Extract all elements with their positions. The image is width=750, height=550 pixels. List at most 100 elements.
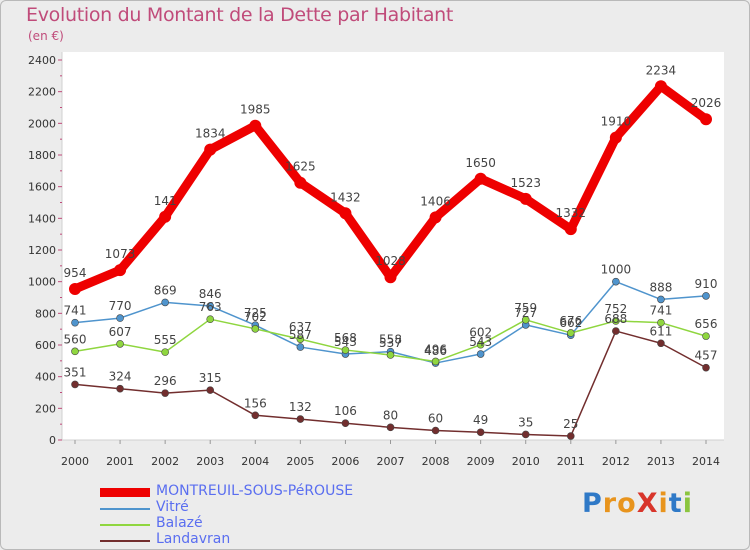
data-point	[206, 386, 215, 394]
data-point	[702, 292, 710, 300]
data-label: 80	[383, 408, 398, 422]
y-tick-label: 1000	[28, 276, 56, 289]
x-tick-label: 2012	[602, 455, 630, 468]
x-tick-label: 2008	[422, 455, 450, 468]
data-label: 702	[244, 310, 267, 324]
data-point	[296, 335, 305, 343]
data-point	[206, 315, 215, 323]
data-point	[161, 348, 169, 356]
y-tick-label: 200	[35, 402, 56, 415]
y-tick-label: 1600	[28, 181, 56, 194]
data-label: 607	[109, 325, 132, 339]
data-label: 324	[109, 370, 132, 384]
data-label: 910	[695, 277, 718, 291]
data-point	[249, 119, 262, 132]
data-point	[609, 131, 622, 144]
data-label: 587	[289, 328, 312, 342]
data-label: 656	[695, 317, 718, 331]
data-label: 486	[424, 344, 447, 358]
data-point	[71, 318, 79, 327]
data-label: 156	[244, 396, 267, 410]
logo-letter: r	[602, 488, 618, 519]
x-tick-label: 2005	[286, 455, 314, 468]
data-label: 869	[154, 283, 177, 297]
data-point	[296, 415, 305, 423]
plot-area	[62, 52, 724, 440]
data-point	[161, 389, 169, 397]
data-point	[476, 350, 485, 358]
x-tick-label: 2000	[61, 455, 89, 468]
data-label: 763	[199, 300, 222, 314]
legend-swatch	[100, 488, 150, 497]
x-tick-label: 2007	[377, 455, 405, 468]
legend-swatch	[100, 508, 150, 510]
data-label: 1332	[556, 206, 587, 220]
data-point	[702, 332, 710, 340]
data-label: 2234	[646, 63, 677, 77]
data-label: 637	[289, 320, 312, 334]
data-label: 1523	[510, 176, 541, 190]
legend-label: Vitré	[156, 499, 189, 515]
y-tick-label: 400	[35, 371, 56, 384]
data-point	[294, 176, 307, 189]
data-label: 752	[604, 302, 627, 316]
data-label: 537	[379, 336, 402, 350]
data-label: 543	[334, 335, 357, 349]
x-tick-label: 2014	[692, 455, 720, 468]
data-label: 25	[563, 417, 578, 431]
data-point	[521, 316, 530, 324]
data-label: 60	[428, 412, 443, 426]
legend-label: MONTREUIL-SOUS-PéROUSE	[156, 483, 354, 499]
data-point	[204, 143, 217, 156]
data-label: 555	[154, 333, 177, 347]
x-tick-label: 2006	[331, 455, 359, 468]
data-label: 1028	[375, 254, 406, 268]
data-point	[612, 317, 620, 325]
data-label: 2026	[691, 96, 722, 110]
y-tick-label: 800	[35, 307, 56, 320]
data-label: 1000	[601, 263, 632, 277]
data-label: 954	[64, 266, 87, 280]
data-point	[206, 302, 215, 310]
data-point	[566, 329, 575, 337]
x-tick-label: 2011	[557, 455, 585, 468]
data-label: 611	[649, 324, 672, 338]
data-point	[564, 223, 577, 236]
data-point	[386, 351, 395, 359]
data-point	[71, 347, 79, 356]
y-tick-label: 2000	[28, 117, 56, 130]
y-tick-label: 2200	[28, 86, 56, 99]
logo-letter: X	[636, 488, 659, 519]
data-label: 1834	[195, 127, 226, 141]
logo-letter: o	[617, 488, 637, 519]
data-label: 35	[518, 415, 533, 429]
logo-letter: t	[668, 488, 683, 519]
x-tick-label: 2003	[196, 455, 224, 468]
data-label: 457	[695, 349, 718, 363]
data-point	[251, 325, 260, 333]
data-point	[657, 339, 665, 348]
data-point	[431, 426, 440, 435]
data-label: 296	[154, 374, 177, 388]
data-label: 741	[649, 304, 672, 318]
legend-label: Balazé	[156, 515, 203, 531]
data-label: 676	[559, 314, 582, 328]
data-point	[71, 380, 79, 389]
data-point	[69, 282, 81, 295]
data-label: 315	[199, 371, 222, 385]
data-label: 132	[289, 400, 312, 414]
data-label: 662	[559, 316, 582, 330]
data-label: 558	[379, 333, 402, 347]
data-point	[116, 384, 124, 393]
data-point	[519, 192, 532, 205]
legend-swatch	[100, 524, 150, 526]
logo-letter: i	[682, 488, 693, 519]
y-tick-label: 1200	[28, 244, 56, 257]
data-point	[386, 423, 395, 432]
x-tick-label: 2001	[106, 455, 134, 468]
data-point	[702, 363, 710, 372]
data-label: 141	[154, 194, 177, 208]
data-point	[476, 428, 485, 437]
data-label: 1432	[330, 190, 361, 204]
